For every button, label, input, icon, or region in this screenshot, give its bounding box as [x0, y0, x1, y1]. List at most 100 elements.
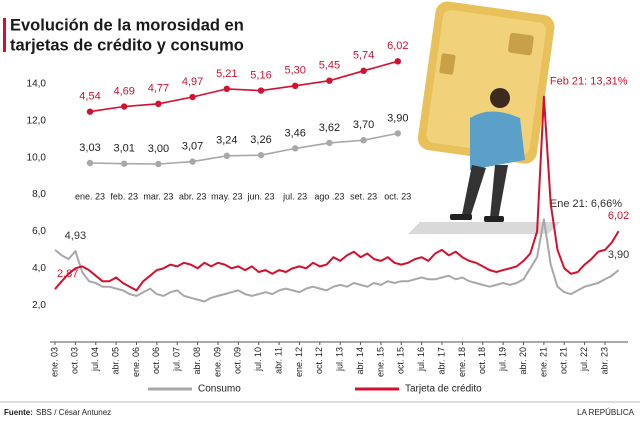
x-tick-label: ene. 15 — [375, 347, 385, 377]
value-label: 3,46 — [284, 127, 305, 139]
x-tick-label: oct. 18 — [477, 347, 487, 374]
value-label: 5,21 — [216, 68, 237, 80]
point — [360, 67, 367, 75]
x-tick-label: abr. 05 — [110, 347, 120, 375]
y-tick-label: 6,0 — [32, 226, 46, 237]
x-tick-label: mar. 23 — [143, 191, 173, 201]
legend-label: Tarjeta de crédito — [405, 384, 482, 395]
point — [257, 87, 265, 94]
point — [394, 130, 401, 137]
point — [86, 108, 94, 115]
point — [360, 137, 367, 144]
value-label: 3,70 — [353, 119, 374, 131]
point — [121, 160, 128, 167]
point — [394, 58, 401, 65]
value-label: 3,90 — [387, 112, 408, 124]
x-tick-label: oct. 15 — [396, 347, 406, 374]
x-tick-label: jul. 10 — [253, 347, 263, 372]
x-tick-label: ene. 09 — [212, 347, 222, 377]
x-tick-label: abr. 23 — [599, 347, 609, 375]
x-tick-label: oct. 21 — [559, 347, 569, 374]
value-label: 6,02 — [387, 40, 408, 52]
point — [189, 158, 196, 165]
point — [86, 159, 94, 167]
x-tick-label: abr. 23 — [179, 191, 207, 201]
x-tick-label: jul. 07 — [172, 347, 182, 372]
value-label: 5,16 — [250, 69, 271, 81]
value-label: 4,54 — [79, 91, 100, 103]
x-tick-label: ene. 21 — [538, 347, 548, 377]
point — [326, 77, 333, 84]
title-line: Evolución de la morosidad en — [10, 16, 244, 34]
x-tick-label: ene. 18 — [457, 347, 467, 377]
source: SBS / César Antunez — [36, 408, 111, 417]
title-line: tarjetas de crédito y consumo — [10, 36, 244, 54]
x-tick-label: abr. 20 — [518, 347, 528, 375]
title-bar — [3, 18, 6, 52]
value-label: Feb 21: 13,31% — [550, 76, 628, 88]
x-tick-label: set. 23 — [350, 191, 377, 201]
x-tick-label: abr. 17 — [436, 347, 446, 375]
value-label: 5,30 — [284, 65, 305, 77]
point — [189, 93, 196, 101]
value-label: 4,93 — [65, 230, 86, 242]
x-tick-label: jun. 23 — [246, 191, 274, 201]
y-tick-label: 4,0 — [32, 263, 46, 274]
value-label: 4,77 — [148, 83, 169, 95]
value-label: 4,69 — [113, 85, 134, 97]
x-tick-label: jul. 23 — [282, 191, 307, 201]
value-label: 3,01 — [113, 143, 134, 155]
value-label: 4,97 — [182, 76, 203, 88]
point — [155, 160, 162, 168]
x-tick-label: oct. 12 — [314, 347, 324, 374]
x-tick-label: oct. 09 — [233, 347, 243, 374]
x-tick-label: jul. 04 — [90, 347, 100, 372]
x-tick-label: ago .23 — [314, 191, 344, 201]
x-tick-label: feb. 23 — [110, 191, 138, 201]
x-tick-label: jul. 22 — [579, 347, 589, 372]
series-line — [89, 60, 399, 113]
brand: LA REPÚBLICA — [577, 408, 635, 417]
value-label: 5,74 — [353, 50, 374, 62]
x-tick-label: ene. 03 — [49, 347, 59, 377]
point — [257, 151, 265, 159]
x-tick-label: jul. 19 — [498, 347, 508, 372]
point — [292, 145, 299, 152]
value-label: 5,45 — [319, 60, 340, 72]
point — [155, 100, 162, 108]
x-tick-label: abr. 14 — [355, 347, 365, 375]
x-tick-label: ene. 23 — [75, 191, 105, 201]
x-tick-label: oct. 23 — [384, 191, 411, 201]
value-label: 3,03 — [79, 142, 100, 154]
x-tick-label: oct. 06 — [151, 347, 161, 374]
x-tick-label: ene. 06 — [131, 347, 141, 377]
x-tick-label: ene. 12 — [294, 347, 304, 377]
x-tick-label: oct. 03 — [70, 347, 80, 374]
value-label: 2,87 — [57, 268, 78, 280]
point — [223, 85, 230, 93]
value-label: 3,24 — [216, 135, 237, 147]
y-tick-label: 8,0 — [32, 189, 46, 200]
y-tick-label: 2,0 — [32, 300, 46, 311]
value-label: 3,07 — [182, 141, 203, 153]
source-label: Fuente: — [4, 408, 33, 417]
value-label: 6,02 — [608, 210, 629, 222]
value-label: 3,62 — [319, 122, 340, 134]
point — [292, 82, 299, 90]
series-line — [89, 132, 398, 165]
illustration — [408, 1, 560, 234]
series-line — [54, 95, 620, 292]
y-tick-label: 14,0 — [27, 79, 47, 90]
x-tick-label: may. 23 — [211, 191, 242, 201]
value-label: Ene 21: 6,66% — [550, 198, 622, 210]
legend-label: Consumo — [198, 384, 241, 395]
x-tick-label: abr. 08 — [192, 347, 202, 375]
point — [223, 152, 230, 160]
x-tick-label: jul. 13 — [335, 347, 345, 372]
point — [326, 139, 333, 147]
value-label: 3,26 — [250, 134, 271, 146]
point — [121, 103, 128, 110]
x-tick-label: abr. 11 — [273, 347, 283, 374]
series-line — [54, 218, 620, 303]
